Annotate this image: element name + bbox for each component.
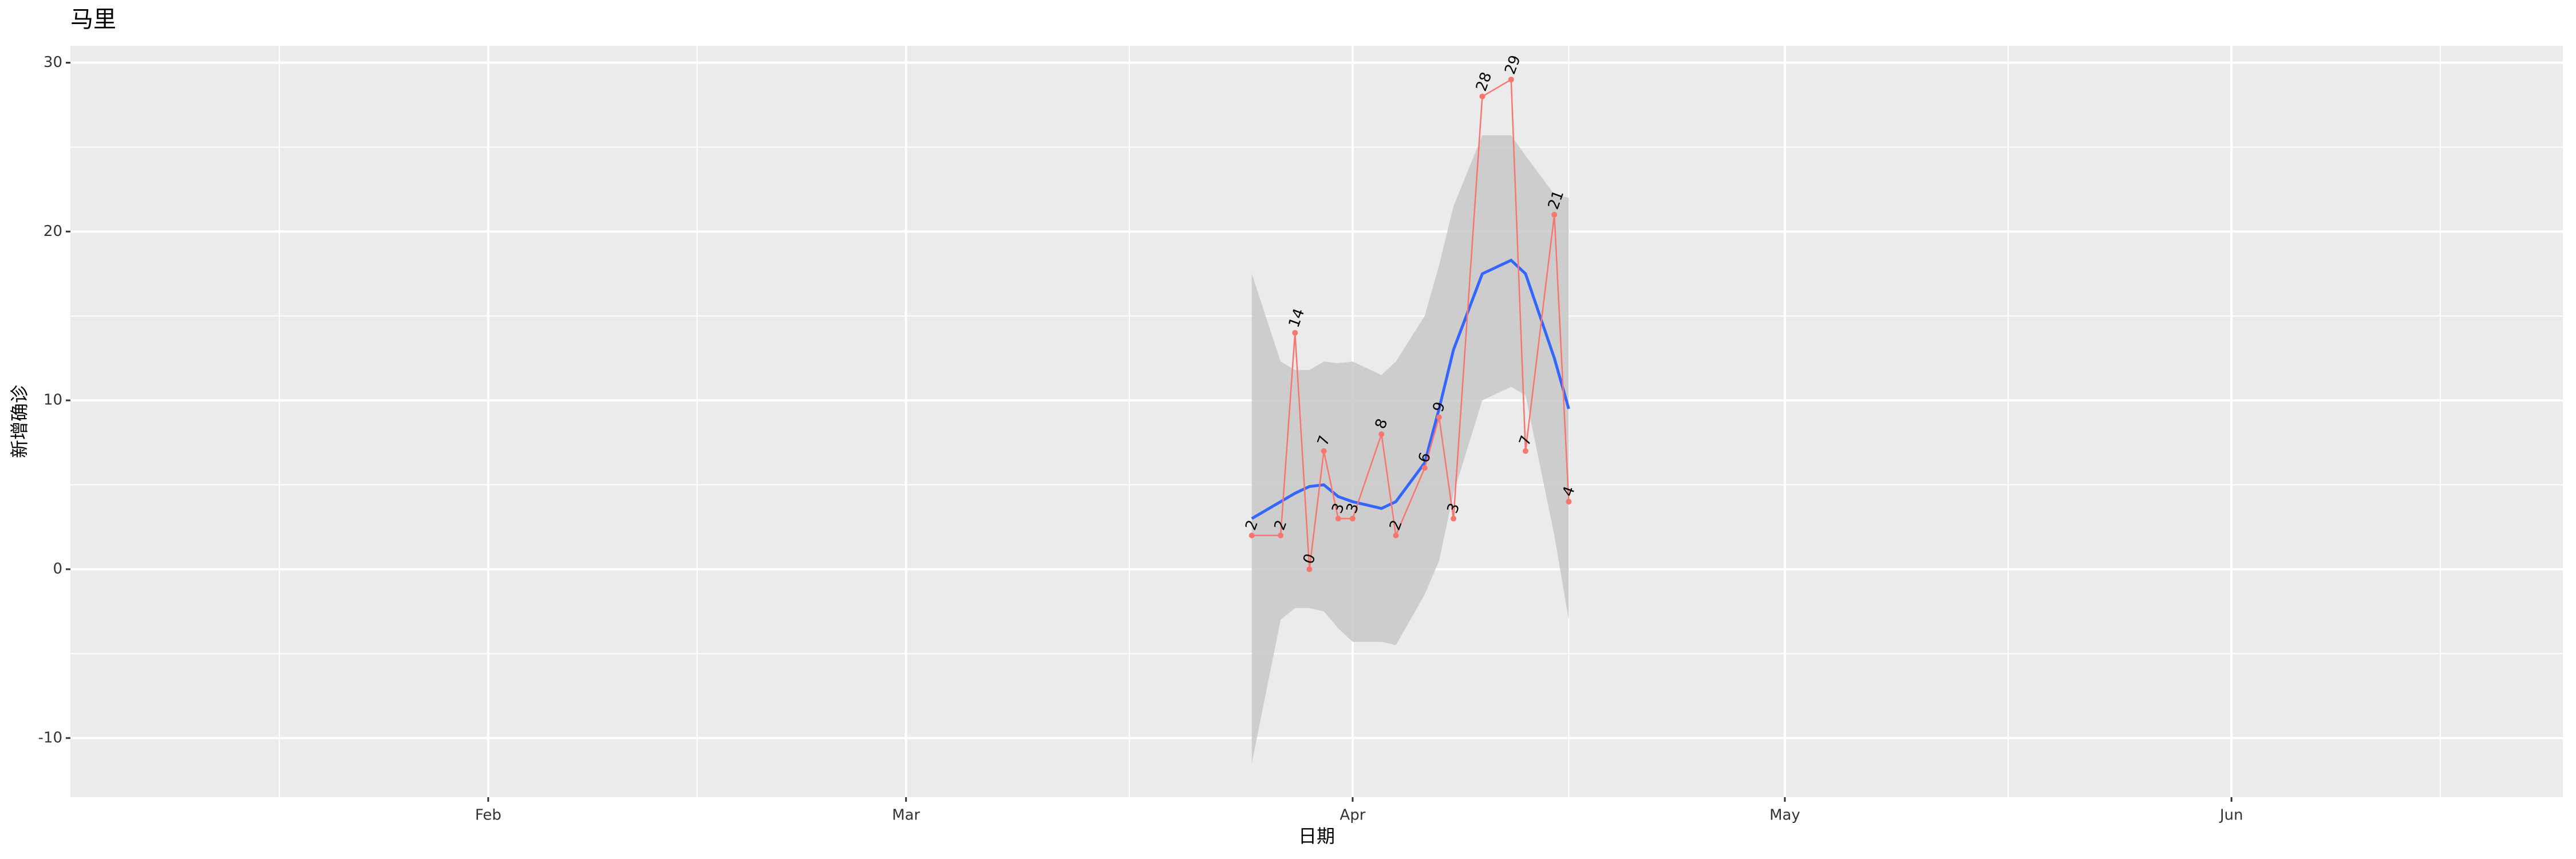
y-tick-label: 20 (44, 223, 62, 240)
data-point (1508, 76, 1514, 82)
confidence-band (1251, 135, 1569, 764)
data-point (1306, 566, 1313, 572)
y-tick-label: -10 (38, 729, 62, 746)
data-point (1451, 515, 1457, 522)
data-point (1349, 515, 1356, 522)
data-point (1249, 533, 1255, 539)
data-point (1566, 499, 1572, 505)
x-tick-label: Mar (892, 807, 920, 824)
data-point (1278, 533, 1284, 539)
y-tick-label: 30 (44, 54, 62, 71)
data-point (1292, 330, 1298, 336)
data-point (1378, 431, 1385, 438)
chart-title: 马里 (70, 6, 116, 33)
x-tick-label: May (1769, 807, 1800, 824)
data-point (1436, 414, 1442, 420)
data-point (1551, 211, 1558, 218)
y-tick-label: 0 (53, 560, 62, 577)
data-point (1522, 448, 1528, 454)
x-tick-label: Apr (1340, 807, 1365, 824)
data-point (1479, 93, 1485, 100)
x-tick-label: Feb (475, 807, 501, 824)
data-point (1393, 533, 1399, 539)
y-axis-title: 新增确诊 (9, 385, 30, 458)
y-tick-label: 10 (44, 392, 62, 409)
x-axis-title: 日期 (1298, 825, 1335, 847)
x-tick-label: Jun (2219, 807, 2243, 824)
data-point (1421, 465, 1428, 471)
data-point (1321, 448, 1327, 454)
data-point (1335, 515, 1341, 522)
